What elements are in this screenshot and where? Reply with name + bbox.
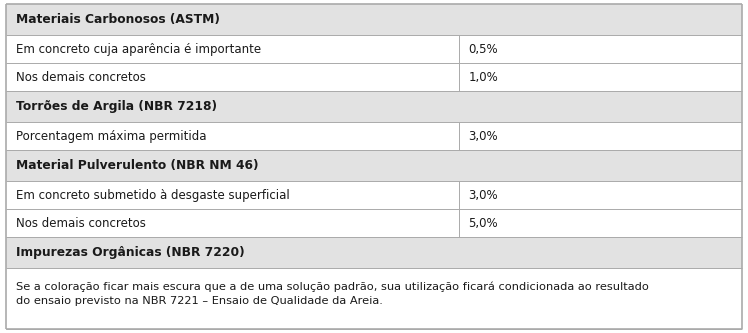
Bar bbox=[6, 150, 742, 181]
Text: Nos demais concretos: Nos demais concretos bbox=[16, 71, 146, 84]
Text: Torrões de Argila (NBR 7218): Torrões de Argila (NBR 7218) bbox=[16, 100, 217, 113]
Text: 5,0%: 5,0% bbox=[468, 217, 498, 230]
Bar bbox=[6, 91, 742, 122]
Text: Material Pulverulento (NBR NM 46): Material Pulverulento (NBR NM 46) bbox=[16, 159, 258, 172]
Text: 3,0%: 3,0% bbox=[468, 130, 498, 143]
Text: 1,0%: 1,0% bbox=[468, 71, 498, 84]
Bar bbox=[6, 4, 742, 35]
Bar bbox=[6, 209, 742, 237]
Bar bbox=[6, 63, 742, 91]
Text: 0,5%: 0,5% bbox=[468, 43, 498, 56]
Text: Impurezas Orgânicas (NBR 7220): Impurezas Orgânicas (NBR 7220) bbox=[16, 246, 245, 259]
Text: Em concreto submetido à desgaste superficial: Em concreto submetido à desgaste superfi… bbox=[16, 189, 289, 202]
Text: Em concreto cuja aparência é importante: Em concreto cuja aparência é importante bbox=[16, 43, 261, 56]
Bar bbox=[6, 268, 742, 329]
Bar bbox=[6, 35, 742, 63]
Bar bbox=[6, 122, 742, 150]
Text: Materiais Carbonosos (ASTM): Materiais Carbonosos (ASTM) bbox=[16, 13, 220, 26]
Text: 3,0%: 3,0% bbox=[468, 189, 498, 202]
Bar bbox=[6, 181, 742, 209]
Text: Se a coloração ficar mais escura que a de uma solução padrão, sua utilização fic: Se a coloração ficar mais escura que a d… bbox=[16, 282, 649, 306]
Text: Nos demais concretos: Nos demais concretos bbox=[16, 217, 146, 230]
Text: Porcentagem máxima permitida: Porcentagem máxima permitida bbox=[16, 130, 206, 143]
Bar bbox=[6, 237, 742, 268]
